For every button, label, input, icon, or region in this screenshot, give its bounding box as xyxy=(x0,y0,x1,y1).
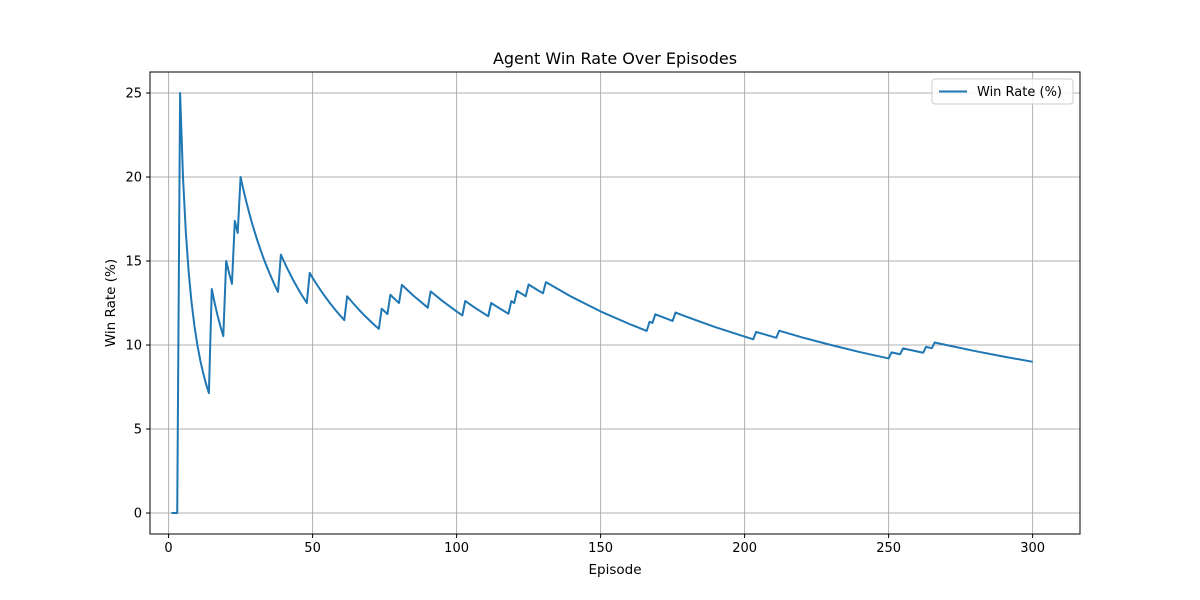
grid-lines xyxy=(150,72,1080,534)
chart-title: Agent Win Rate Over Episodes xyxy=(493,49,737,68)
x-axis-title: Episode xyxy=(588,562,641,578)
series-layer xyxy=(171,92,1033,514)
y-axis-title: Win Rate (%) xyxy=(103,259,119,347)
axis-ticks: 0 50 100 150 200 250 300 0 5 10 15 20 25 xyxy=(125,87,1045,557)
legend-label: Win Rate (%) xyxy=(977,85,1062,100)
y-tick-label: 0 xyxy=(134,507,142,522)
plot-frame xyxy=(149,71,1081,535)
x-tick-label: 0 xyxy=(164,541,172,556)
y-tick-label: 20 xyxy=(125,171,142,186)
y-tick-label: 10 xyxy=(125,339,142,354)
x-tick-label: 300 xyxy=(1020,541,1045,556)
x-tick-label: 100 xyxy=(444,541,469,556)
y-tick-label: 5 xyxy=(134,423,142,438)
x-tick-label: 150 xyxy=(588,541,613,556)
x-tick-label: 200 xyxy=(732,541,757,556)
x-tick-label: 50 xyxy=(304,541,321,556)
y-tick-label: 25 xyxy=(125,87,142,102)
legend-box xyxy=(931,78,1074,105)
y-tick-label: 15 xyxy=(125,255,142,270)
series-line-0 xyxy=(171,92,1033,514)
legend: Win Rate (%) xyxy=(931,78,1074,105)
x-tick-label: 250 xyxy=(876,541,901,556)
